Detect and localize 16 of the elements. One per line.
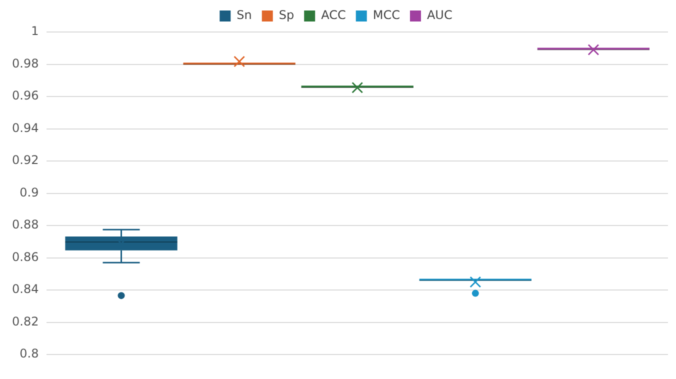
- legend-label: MCC: [372, 8, 400, 22]
- y-tick-label: 0.82: [12, 314, 39, 328]
- legend-label: AUC: [426, 8, 452, 22]
- legend-label: ACC: [321, 8, 346, 22]
- y-tick-label: 0.94: [12, 120, 39, 135]
- y-tick-label: 0.88: [12, 218, 39, 232]
- y-tick-label: 0.8: [20, 346, 39, 361]
- y-tick-label: 0.9: [20, 185, 39, 200]
- y-tick-label: 0.92: [12, 153, 39, 168]
- legend-label: Sn: [236, 8, 252, 22]
- y-tick-label: 1: [31, 24, 39, 38]
- y-tick-label: 0.96: [12, 88, 39, 103]
- y-tick-label: 0.98: [12, 56, 39, 70]
- y-tick-label: 0.86: [12, 250, 39, 264]
- legend-label: Sp: [278, 8, 294, 22]
- y-tick-label: 0.84: [12, 282, 39, 296]
